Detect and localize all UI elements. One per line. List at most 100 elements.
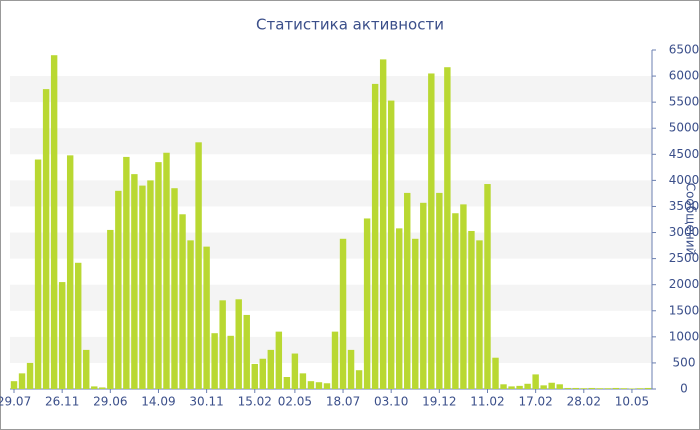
y-axis-label: Сообщений: [684, 183, 698, 256]
bar: [259, 358, 266, 389]
x-tick-label: 03.10: [374, 395, 408, 409]
bar: [99, 387, 106, 389]
bar: [524, 383, 531, 389]
bar: [291, 353, 299, 389]
grid-band: [10, 180, 652, 207]
bar: [50, 55, 58, 389]
bar: [203, 246, 210, 389]
bar: [428, 73, 435, 389]
bar: [315, 382, 323, 389]
x-tick-label: 28.02: [567, 395, 601, 409]
x-tick-label: 15.02: [238, 395, 272, 409]
bar: [412, 238, 419, 389]
bar: [500, 384, 507, 389]
bar: [147, 180, 154, 389]
bar: [460, 204, 467, 389]
x-tick-label: 18.07: [326, 395, 360, 409]
y-tick-label: 1000: [669, 329, 700, 343]
bar: [18, 373, 26, 389]
bar: [612, 387, 620, 389]
bar: [163, 152, 170, 389]
bar: [556, 384, 563, 389]
bar: [58, 282, 66, 389]
bar: [379, 59, 387, 389]
y-tick-label: 2500: [669, 251, 700, 265]
bar: [404, 192, 411, 389]
grid-band: [10, 232, 652, 259]
x-tick-label: 29.07: [0, 395, 31, 409]
bar: [420, 202, 427, 389]
bar: [436, 192, 443, 389]
bar: [636, 388, 644, 389]
bar: [83, 349, 90, 389]
bar: [195, 142, 202, 389]
bar: [444, 67, 451, 390]
bar: [227, 335, 234, 389]
bar: [75, 262, 82, 389]
bar: [131, 174, 138, 389]
bar: [267, 349, 275, 389]
bar: [107, 229, 114, 389]
bar: [644, 387, 652, 389]
bar: [371, 83, 379, 390]
bar: [219, 300, 226, 389]
bar: [139, 185, 146, 389]
bar: [452, 213, 459, 389]
bar: [211, 333, 218, 389]
grid-band: [10, 336, 652, 363]
bar: [42, 89, 50, 389]
grid-band: [10, 76, 652, 103]
bar: [235, 299, 242, 389]
bar: [628, 388, 636, 389]
bar: [115, 190, 122, 389]
bar: [484, 184, 491, 389]
grid-band: [10, 284, 652, 311]
bar: [10, 381, 18, 389]
bar: [91, 386, 98, 389]
bar: [355, 370, 363, 389]
x-tick-label: 19.12: [422, 395, 456, 409]
bar: [564, 387, 571, 389]
x-tick-label: 11.02: [470, 395, 504, 409]
chart-title: Статистика активности: [256, 16, 444, 34]
bar: [283, 377, 291, 389]
bar: [26, 362, 34, 389]
bar: [468, 230, 475, 389]
bar: [171, 188, 178, 389]
bar: [339, 238, 347, 389]
x-tick-label: 29.06: [93, 395, 127, 409]
bar: [588, 387, 596, 389]
bar: [580, 388, 587, 389]
bar: [275, 331, 283, 389]
bar: [243, 314, 250, 389]
bar: [532, 374, 539, 389]
bar: [548, 382, 555, 389]
bar: [155, 162, 162, 389]
grid-band: [10, 128, 652, 155]
bar: [331, 331, 339, 389]
bar: [187, 240, 194, 389]
bar: [620, 388, 628, 389]
y-tick-label: 0: [680, 382, 688, 396]
x-tick-label: 10.05: [615, 395, 649, 409]
bar: [604, 388, 612, 389]
bar: [540, 385, 547, 389]
bar: [307, 381, 315, 389]
y-tick-label: 6000: [669, 69, 700, 83]
bar: [508, 386, 515, 389]
bar: [299, 373, 307, 389]
y-tick-label: 5000: [669, 121, 700, 135]
x-tick-label: 02.05: [278, 395, 312, 409]
bar: [323, 383, 331, 389]
y-tick-label: 3000: [669, 225, 700, 239]
bar: [34, 159, 42, 389]
x-tick-label: 26.11: [45, 395, 79, 409]
bar: [179, 214, 186, 389]
y-tick-label: 4000: [669, 173, 700, 187]
bar: [476, 240, 483, 389]
y-tick-label: 500: [673, 355, 696, 369]
bar: [492, 357, 499, 389]
y-tick-label: 1500: [669, 303, 700, 317]
bar: [123, 156, 130, 389]
y-tick-label: 5500: [669, 95, 700, 109]
